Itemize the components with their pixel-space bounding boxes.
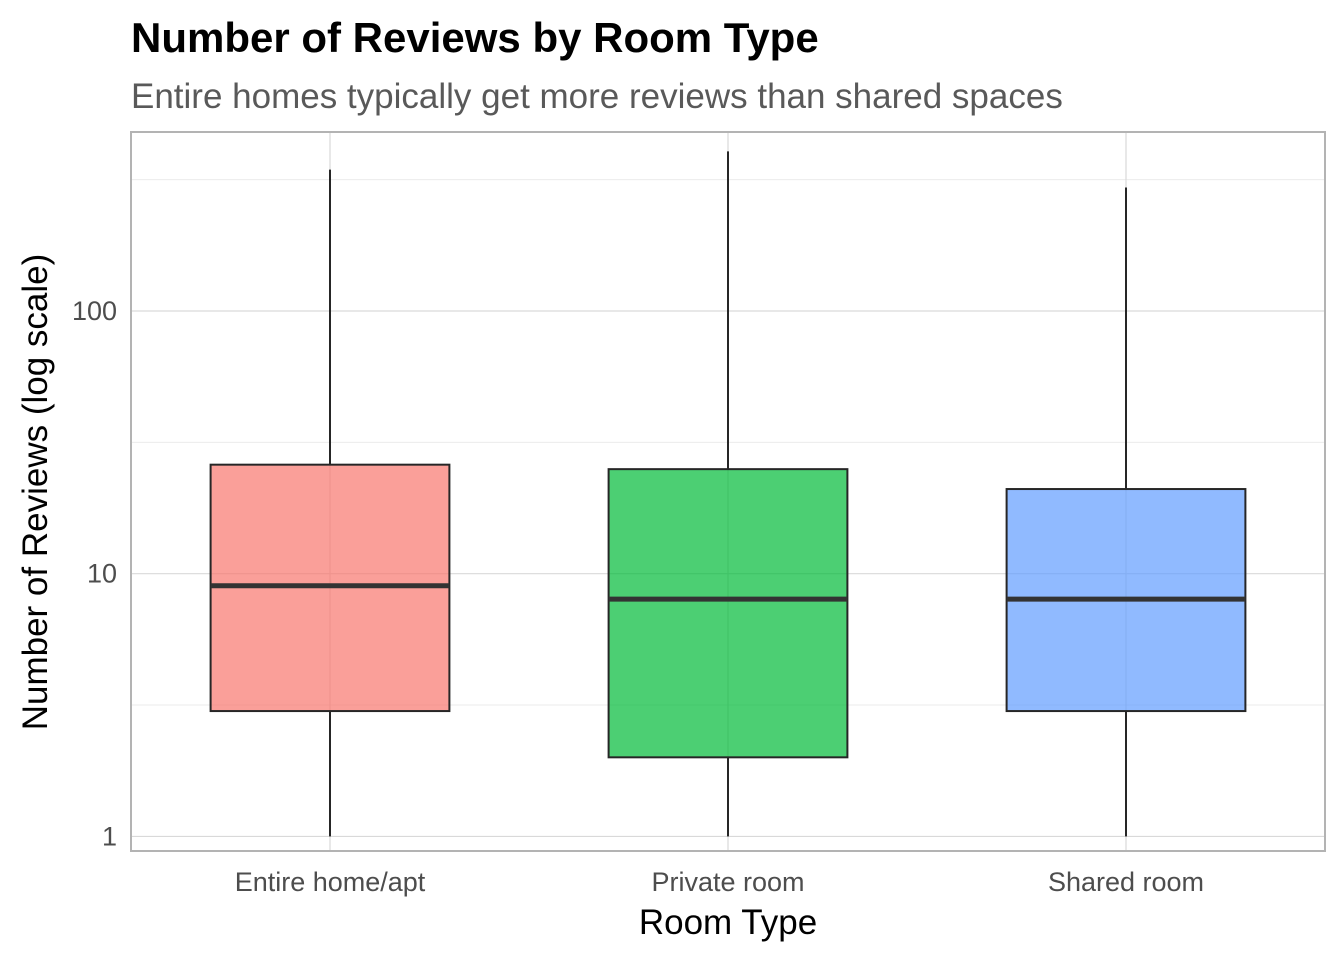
x-tick-label: Entire home/apt <box>235 867 426 897</box>
chart-title: Number of Reviews by Room Type <box>131 14 819 61</box>
y-tick-label: 10 <box>87 559 117 589</box>
x-axis-ticks: Entire home/apt Private room Shared room <box>235 867 1204 897</box>
y-tick-label: 100 <box>72 296 117 326</box>
plot-panel <box>130 131 1326 852</box>
y-axis-title: Number of Reviews (log scale) <box>16 254 55 731</box>
x-axis-title: Room Type <box>639 903 817 942</box>
box-shared-room <box>1005 187 1247 837</box>
x-tick-label: Shared room <box>1048 867 1204 897</box>
iqr-box <box>607 468 849 759</box>
box-private-room <box>607 151 849 837</box>
chart-subtitle: Entire homes typically get more reviews … <box>131 77 1063 116</box>
y-axis-ticks: 1 10 100 <box>72 296 117 851</box>
y-tick-label: 1 <box>102 821 117 851</box>
x-tick-label: Private room <box>651 867 804 897</box>
box-entire-home-apt <box>209 169 451 837</box>
boxes-layer <box>209 151 1247 837</box>
